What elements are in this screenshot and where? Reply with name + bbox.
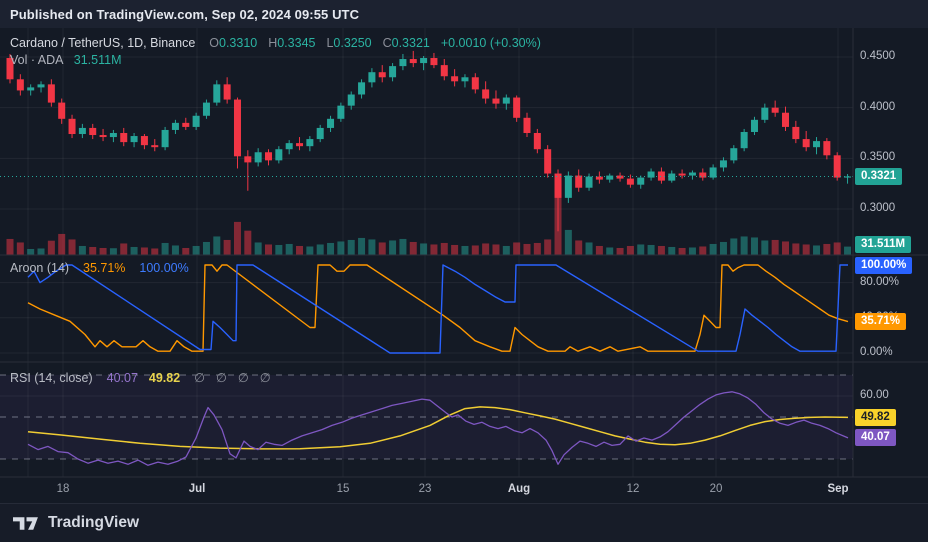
rsi-title[interactable]: RSI (14, close) — [10, 371, 93, 385]
volume-value: 31.511M — [73, 53, 122, 67]
tradingview-logo-icon[interactable] — [13, 515, 40, 532]
aroon-title[interactable]: Aroon (14) — [10, 261, 70, 275]
symbol-title[interactable]: Cardano / TetherUS, 1D, Binance — [10, 36, 196, 50]
rsi-empty-1: ∅ — [194, 371, 206, 385]
rsi-empty-4: ∅ — [259, 371, 271, 385]
main-price-pane[interactable] — [0, 28, 853, 255]
aroon-legend[interactable]: Aroon (14) 35.71% 100.00% — [10, 261, 189, 275]
ohlc-open-label: O — [209, 36, 219, 50]
change-value: +0.0010 (+0.30%) — [440, 36, 541, 50]
rsi-legend[interactable]: RSI (14, close) 40.07 49.82 ∅ ∅ ∅ ∅ — [10, 370, 271, 385]
ohlc-low-label: L — [326, 36, 334, 50]
rsi-ma-value: 49.82 — [148, 371, 181, 385]
publish-bar: Published on TradingView.com, Sep 02, 20… — [0, 0, 928, 28]
rsi-empty-3: ∅ — [237, 371, 249, 385]
symbol-legend[interactable]: Cardano / TetherUS, 1D, Binance O0.3310 … — [10, 36, 541, 50]
ohlc-open-value: 0.3310 — [219, 36, 258, 50]
ohlc-low-value: 0.3250 — [333, 36, 372, 50]
ohlc-high-label: H — [268, 36, 278, 50]
price-scale[interactable] — [853, 28, 928, 477]
publish-text: Published on TradingView.com, Sep 02, 20… — [10, 6, 360, 22]
time-scale[interactable] — [0, 477, 853, 503]
aroon-up-value: 35.71% — [83, 261, 126, 275]
rsi-value: 40.07 — [106, 371, 138, 385]
ohlc-close-value: 0.3321 — [391, 36, 430, 50]
ohlc-high-value: 0.3345 — [277, 36, 316, 50]
aroon-down-value: 100.00% — [139, 261, 189, 275]
volume-label: Vol · ADA — [10, 53, 63, 67]
tradingview-brand[interactable]: TradingView — [48, 514, 140, 531]
volume-legend[interactable]: Vol · ADA 31.511M — [10, 53, 122, 67]
rsi-empty-2: ∅ — [216, 371, 227, 385]
footer: TradingView — [0, 503, 928, 542]
ohlc-close-label: C — [382, 36, 392, 50]
